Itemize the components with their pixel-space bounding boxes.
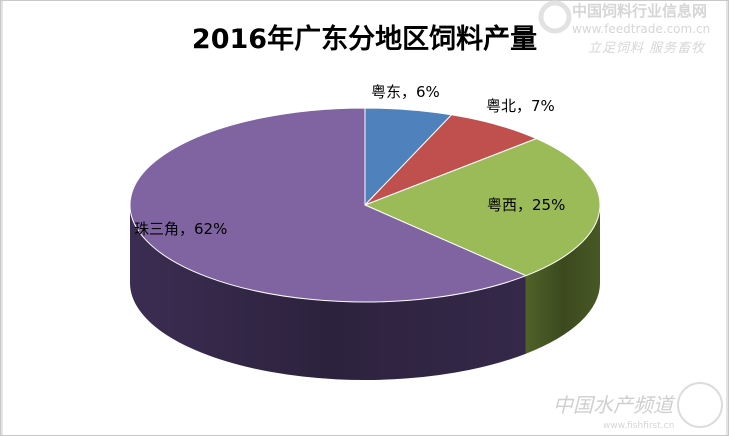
watermark-url: www.fishfirst.cn: [603, 421, 675, 431]
gridline: [726, 1, 728, 435]
watermark-slogan: 立足饲料 服务畜牧: [588, 41, 706, 56]
data-label-east: 粤东，6%: [371, 83, 440, 101]
watermark-url: www.feedtrade.com.cn: [572, 22, 711, 36]
pie-slice-粤西: [363, 138, 601, 277]
pie-slice-粤北: [364, 114, 538, 206]
chart-title: 2016年广东分地区饲料产量: [191, 24, 538, 55]
data-label-north: 粤北，7%: [486, 97, 555, 115]
watermark-text: 中国饲料行业信息网: [572, 2, 708, 20]
pie-side-shade: [130, 205, 526, 380]
data-label-prd: 珠三角，62%: [134, 220, 228, 238]
gridline: [1, 1, 3, 435]
pie-slice-珠三角: [129, 107, 528, 303]
watermark-globe: [677, 382, 723, 428]
watermark-text: 中国水产频道: [553, 393, 673, 417]
watermark-logo: [538, 0, 572, 34]
pie-side-shade: [525, 205, 600, 354]
data-label-west: 粤西，25%: [487, 196, 566, 214]
